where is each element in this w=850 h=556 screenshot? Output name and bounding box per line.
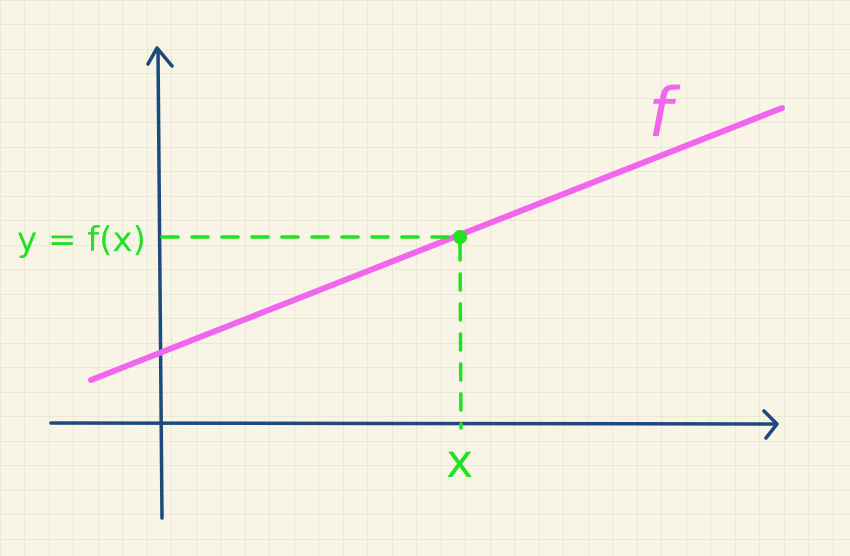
function-point — [453, 230, 467, 244]
guide-lines — [160, 235, 463, 430]
x-axis — [49, 421, 778, 426]
y-axis-arrowhead — [146, 46, 174, 68]
y-axis — [156, 48, 164, 520]
x-axis-arrowhead — [762, 409, 779, 440]
vertical-guide-line — [458, 242, 463, 430]
y-value-label: y = f(x) — [17, 220, 146, 260]
function-line — [88, 105, 785, 383]
x-value-label: x — [446, 434, 473, 488]
axes — [49, 46, 779, 520]
